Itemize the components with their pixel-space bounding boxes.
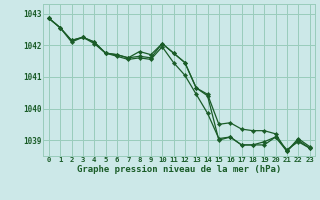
X-axis label: Graphe pression niveau de la mer (hPa): Graphe pression niveau de la mer (hPa)	[77, 165, 281, 174]
